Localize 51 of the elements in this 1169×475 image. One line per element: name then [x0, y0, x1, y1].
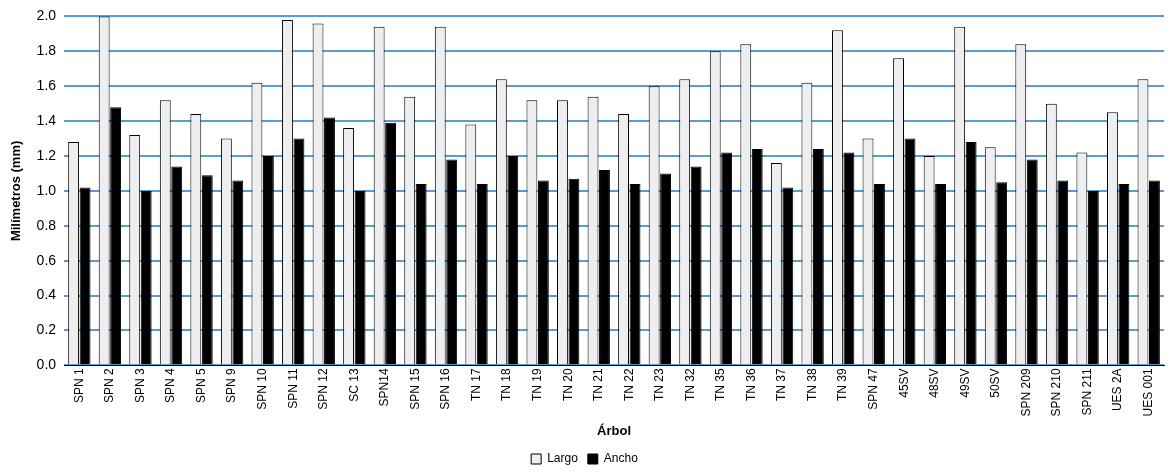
x-tick-label: UES 001: [1141, 368, 1156, 417]
x-tick-label: SPN 12: [316, 368, 331, 410]
x-tick-label: SPN 209: [1018, 368, 1033, 417]
x-tick-label: 45SV: [896, 368, 911, 398]
x-tick-label: TN 22: [621, 368, 636, 402]
y-tick-label: 0.6: [36, 251, 57, 268]
x-tick-label: TN 17: [468, 368, 483, 402]
y-tick-label: 1.6: [36, 77, 57, 94]
x-tick-label: SPN 3: [132, 368, 147, 404]
x-tick-label: SPN 11: [285, 368, 300, 409]
x-tick-label: SPN 5: [193, 368, 208, 404]
y-tick-label: 0.0: [36, 356, 57, 373]
y-tick-label: 1.2: [36, 146, 57, 163]
x-tick-label: SPN 1: [71, 368, 86, 404]
x-tick-label: SPN 211: [1079, 368, 1094, 416]
x-tick-label: TN 38: [804, 368, 819, 402]
x-tick-label: SC 13: [346, 368, 361, 402]
x-tick-label: TN 35: [713, 368, 728, 402]
x-tick-label: 50SV: [988, 368, 1003, 398]
legend-label: Largo: [547, 451, 579, 466]
x-tick-label: TN 39: [835, 368, 850, 402]
x-tick-label: 48SV: [927, 368, 942, 398]
x-axis-title: Árbol: [597, 422, 632, 438]
x-tick-label: TN 20: [560, 368, 575, 402]
y-tick-label: 0.2: [36, 321, 57, 338]
y-tick-label: 0.4: [36, 286, 57, 303]
y-tick-label: 1.4: [36, 111, 57, 128]
y-axis-title: Milímetros (mm): [8, 140, 24, 242]
x-tick-label: TN 18: [499, 368, 514, 402]
x-tick-label: SPN 210: [1049, 368, 1064, 417]
legend-label: Ancho: [603, 451, 639, 466]
x-tick-label: SPN 15: [407, 368, 422, 410]
x-tick-label: SPN 47: [866, 368, 881, 410]
x-tick-label: TN 32: [682, 368, 697, 402]
x-tick-label: TN 19: [529, 368, 544, 402]
x-tick-label: TN 36: [743, 368, 758, 402]
x-tick-label: UES 2A: [1110, 368, 1125, 412]
y-tick-label: 0.8: [36, 216, 57, 233]
x-tick-label: SPN14: [377, 368, 392, 407]
y-tick-label: 1.0: [36, 181, 57, 198]
y-tick-label: 2.0: [36, 7, 57, 24]
x-tick-label: SPN 2: [102, 368, 117, 404]
y-tick-label: 1.8: [36, 42, 57, 59]
x-tick-label: SPN 10: [254, 368, 269, 410]
x-tick-label: SPN 16: [438, 368, 453, 410]
x-tick-label: SPN 9: [224, 368, 239, 404]
x-tick-label: TN 23: [652, 368, 667, 402]
x-tick-label: TN 37: [774, 368, 789, 402]
x-tick-label: 49SV: [957, 368, 972, 398]
x-tick-label: SPN 4: [163, 368, 178, 404]
x-tick-label: TN 21: [591, 368, 606, 402]
